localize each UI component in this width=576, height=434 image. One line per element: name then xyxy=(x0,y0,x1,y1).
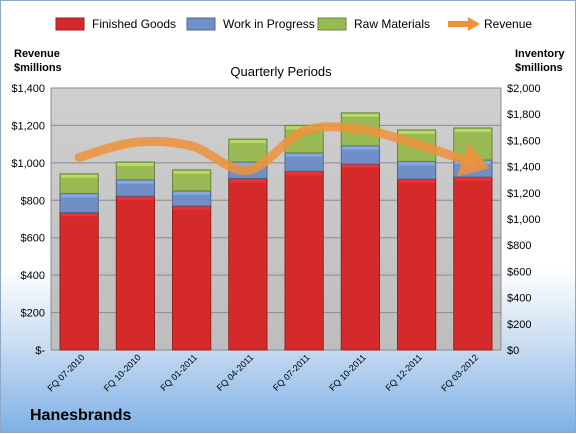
bar-highlight xyxy=(286,172,323,176)
right-axis-title: Inventory $millions xyxy=(515,47,565,75)
category-label: FQ 01-2011 xyxy=(158,352,199,393)
right-tick-label: $0 xyxy=(507,345,519,357)
plot-area: $- $200 $400 $600 $800 $1,000 $1,200 $1,400 $0 $2… xyxy=(11,83,540,393)
bar-highlight xyxy=(342,113,379,117)
bar-highlight xyxy=(342,146,379,150)
bar-finished-goods xyxy=(59,211,99,351)
legend-label: Work in Progress xyxy=(223,17,315,31)
bar-highlight xyxy=(173,206,210,210)
right-axis-title-line1: Inventory xyxy=(515,48,565,60)
legend-swatch xyxy=(317,17,347,31)
legend-label: Raw Materials xyxy=(354,17,430,31)
bar-raw-materials xyxy=(172,169,212,192)
bar-highlight xyxy=(229,163,266,167)
bar-finished-goods xyxy=(340,163,380,351)
category-label: FQ 03-2012 xyxy=(439,352,480,393)
bar-finished-goods xyxy=(397,178,437,351)
left-tick-label: $600 xyxy=(21,233,45,245)
category-label: FQ 10-2011 xyxy=(327,352,368,393)
right-tick-label: $1,400 xyxy=(507,162,541,174)
left-tick-label: $200 xyxy=(21,308,45,320)
bar-highlight xyxy=(229,179,266,183)
left-tick-label: $1,000 xyxy=(11,158,45,170)
right-tick-label: $800 xyxy=(507,240,531,252)
right-tick-label: $1,000 xyxy=(507,214,541,226)
legend-swatch xyxy=(186,17,216,31)
right-tick-label: $1,600 xyxy=(507,135,541,147)
right-tick-label: $400 xyxy=(507,293,531,305)
right-axis-title-line2: $millions xyxy=(515,62,563,74)
category-label: FQ 07-2011 xyxy=(271,352,312,393)
bar-finished-goods xyxy=(115,195,155,351)
left-axis-title-line1: Revenue xyxy=(14,48,60,60)
bar-finished-goods xyxy=(453,176,493,351)
right-tick-label: $1,200 xyxy=(507,188,541,200)
bar-highlight xyxy=(117,197,154,201)
revenue-line xyxy=(74,122,490,177)
bar-raw-materials xyxy=(59,173,99,194)
chart-title: Quarterly Periods xyxy=(230,64,332,79)
bar-highlight xyxy=(61,194,98,198)
legend-label: Finished Goods xyxy=(92,17,176,31)
bar-highlight xyxy=(286,153,323,157)
right-tick-label: $200 xyxy=(507,319,531,331)
bar-highlight xyxy=(398,180,435,184)
category-label: FQ 10-2010 xyxy=(102,352,143,393)
bar-highlight xyxy=(61,174,98,178)
bar-finished-goods xyxy=(284,170,324,351)
company-name: Hanesbrands xyxy=(30,407,132,424)
bar-highlight xyxy=(398,130,435,134)
right-tick-label: $2,000 xyxy=(507,83,541,95)
right-tick-label: $600 xyxy=(507,266,531,278)
category-label: FQ 04-2011 xyxy=(215,352,256,393)
left-tick-label: $- xyxy=(35,345,45,357)
left-tick-label: $1,200 xyxy=(11,120,45,132)
right-tick-label: $1,800 xyxy=(507,109,541,121)
bar-highlight xyxy=(454,128,491,132)
bar-highlight xyxy=(454,178,491,182)
left-axis-title: Revenue $millions xyxy=(14,47,62,75)
bar-highlight xyxy=(117,180,154,184)
bar-finished-goods xyxy=(172,205,212,351)
legend-swatch xyxy=(55,17,85,31)
legend-label: Revenue xyxy=(484,17,532,31)
bar-highlight xyxy=(117,163,154,167)
bar-raw-materials xyxy=(115,161,155,181)
left-tick-label: $400 xyxy=(21,270,45,282)
bar-highlight xyxy=(342,164,379,168)
left-axis-title-line2: $millions xyxy=(14,62,62,74)
bar-highlight xyxy=(229,140,266,144)
bar-highlight xyxy=(173,191,210,195)
legend-arrow-icon xyxy=(468,17,480,31)
category-label: FQ 07-2010 xyxy=(46,352,87,393)
bar-highlight xyxy=(173,170,210,174)
category-label: FQ 12-2011 xyxy=(383,352,424,393)
left-tick-label: $800 xyxy=(21,195,45,207)
bar-highlight xyxy=(61,213,98,217)
bar-finished-goods xyxy=(228,177,268,351)
left-tick-label: $1,400 xyxy=(11,83,45,95)
bar-highlight xyxy=(398,162,435,166)
legend: Finished Goods Work in Progress Raw Materi… xyxy=(55,17,532,31)
bar-raw-materials xyxy=(228,138,268,163)
